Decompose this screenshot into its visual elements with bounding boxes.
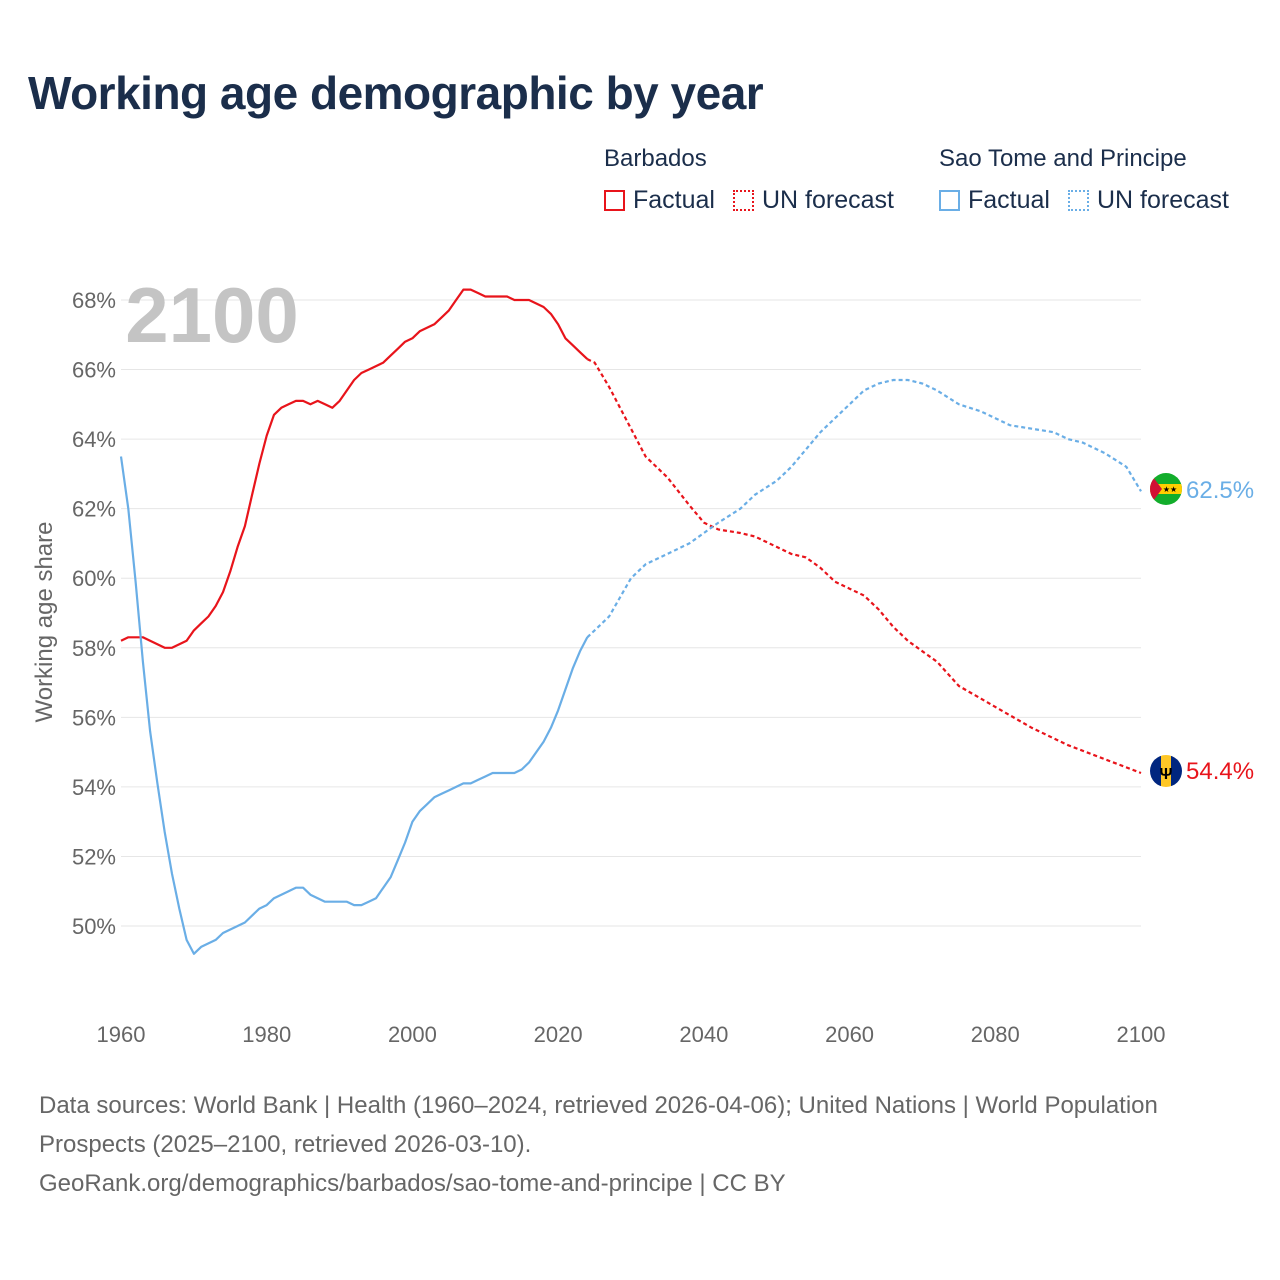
year-watermark: 2100 — [125, 271, 299, 359]
end-label-barbados: 54.4% — [1186, 758, 1254, 785]
x-tick-label: 2040 — [679, 1022, 728, 1047]
series-lines — [119, 288, 1142, 955]
line-chart: 50% 52% 54% 56% 58% 60% 62% 64% 66% 68% 1960 1980 2… — [31, 271, 1254, 1047]
y-tick-label: 68% — [72, 288, 116, 313]
legend-group-name: Barbados — [604, 145, 707, 172]
x-tick-label: 1980 — [242, 1022, 291, 1047]
legend-item-sao-tome-factual[interactable]: Factual — [939, 186, 1050, 215]
gridlines — [121, 299, 1141, 927]
y-tick-label: 54% — [72, 775, 116, 800]
series-line-barbados-forecast — [586, 358, 1142, 775]
legend-label: Factual — [968, 186, 1050, 214]
x-tick-label: 1960 — [97, 1022, 146, 1047]
legend-swatch-solid — [939, 190, 960, 211]
chart-title: Working age demographic by year — [28, 67, 764, 119]
legend-item-barbados-factual[interactable]: Factual — [604, 186, 715, 215]
x-tick-label: 2000 — [388, 1022, 437, 1047]
y-tick-label: 66% — [72, 358, 116, 383]
legend-group-sao-tome: Sao Tome and Principe Factual UN forecas… — [939, 144, 1229, 215]
y-tick-label: 60% — [72, 566, 116, 591]
end-label-sao-tome: 62.5% — [1186, 477, 1254, 504]
series-line-barbados-factual — [120, 288, 589, 649]
x-tick-label: 2020 — [534, 1022, 583, 1047]
legend-item-sao-tome-forecast[interactable]: UN forecast — [1067, 186, 1229, 215]
x-tick-label: 2060 — [825, 1022, 874, 1047]
y-tick-label: 52% — [72, 844, 116, 869]
y-tick-label: 58% — [72, 636, 116, 661]
y-axis-label: Working age share — [31, 522, 58, 723]
footer: Data sources: World Bank | Health (1960–… — [39, 1086, 1239, 1203]
svg-text:★★: ★★ — [1163, 485, 1177, 494]
flag-barbados-icon: Ψ — [1150, 755, 1182, 787]
y-tick-label: 64% — [72, 427, 116, 452]
data-sources-text: Data sources: World Bank | Health (1960–… — [39, 1092, 1158, 1158]
legend-swatch-dotted — [1067, 190, 1089, 211]
legend-group-name: Sao Tome and Principe — [939, 145, 1187, 172]
legend-label: Factual — [633, 186, 715, 214]
flag-sao-tome-icon: ★★ — [1150, 473, 1182, 505]
x-axis-ticks: 1960 1980 2000 2020 2040 2060 2080 2100 — [97, 1022, 1166, 1047]
legend-item-barbados-forecast[interactable]: UN forecast — [732, 186, 894, 215]
legend-label: UN forecast — [1096, 186, 1229, 214]
legend-swatch-solid — [604, 190, 625, 211]
y-tick-label: 50% — [72, 914, 116, 939]
y-tick-label: 62% — [72, 497, 116, 522]
x-tick-label: 2100 — [1117, 1022, 1166, 1047]
y-tick-label: 56% — [72, 705, 116, 730]
legend-swatch-dotted — [732, 190, 754, 211]
series-line-sao-tome-and-principe-forecast — [586, 378, 1142, 639]
x-tick-label: 2080 — [971, 1022, 1020, 1047]
legend-group-barbados: Barbados Factual UN forecast — [604, 144, 912, 215]
source-link[interactable]: GeoRank.org/demographics/barbados/sao-to… — [39, 1170, 786, 1197]
legend-label: UN forecast — [761, 186, 894, 214]
series-line-sao-tome-and-principe-factual — [119, 456, 589, 955]
svg-text:Ψ: Ψ — [1160, 766, 1173, 783]
y-axis-ticks: 50% 52% 54% 56% 58% 60% 62% 64% 66% 68% — [72, 288, 116, 939]
